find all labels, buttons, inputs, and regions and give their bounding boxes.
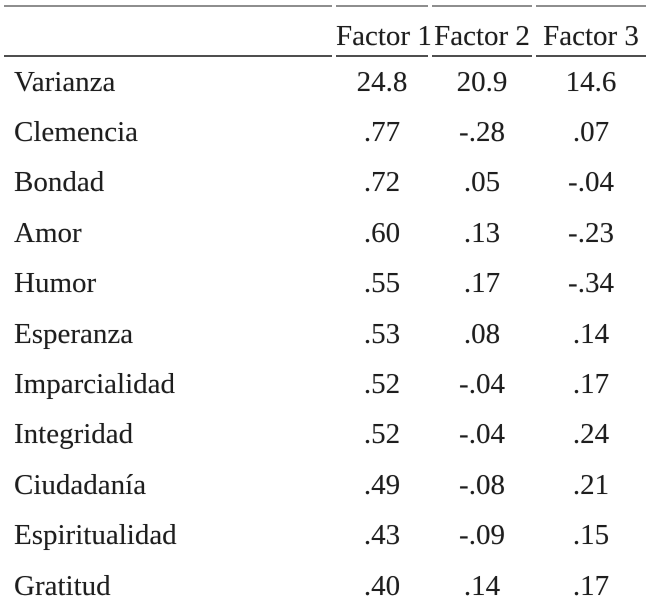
table-row: Gratitud .40 .14 .17 — [4, 561, 646, 611]
table-row: Bondad .72 .05 -.04 — [4, 158, 646, 208]
table-row: Imparcialidad .52 -.04 .17 — [4, 359, 646, 409]
table-row: Amor .60 .13 -.23 — [4, 208, 646, 258]
cell-value: .21 — [572, 468, 610, 501]
cell-value: .52 — [363, 418, 401, 451]
table-row: Varianza 24.8 20.9 14.6 — [4, 57, 646, 107]
cell-value: .17 — [572, 569, 610, 602]
cell-value: .49 — [363, 468, 401, 501]
cell-value: -.23 — [568, 216, 614, 249]
cell-value: .77 — [363, 116, 401, 149]
cell-value: .17 — [463, 267, 501, 300]
table-row: Espiritualidad .43 -.09 .15 — [4, 511, 646, 561]
row-label: Imparcialidad — [14, 368, 176, 401]
row-label: Humor — [14, 267, 97, 300]
cell-value: .05 — [463, 166, 501, 199]
row-label: Integridad — [14, 418, 134, 451]
cell-value: -.04 — [568, 166, 614, 199]
cell-value: .15 — [572, 519, 610, 552]
cell-value: .07 — [572, 116, 610, 149]
header-factor-2: Factor 2 — [432, 5, 532, 57]
cell-value: -.04 — [459, 368, 505, 401]
cell-value: -.04 — [459, 418, 505, 451]
table-row: Clemencia .77 -.28 .07 — [4, 107, 646, 157]
cell-value: .52 — [363, 368, 401, 401]
header-factor-1: Factor 1 — [336, 5, 432, 57]
cell-value: .40 — [363, 569, 401, 602]
table-header-row: Factor 1 Factor 2 Factor 3 — [4, 5, 646, 57]
cell-value: .55 — [363, 267, 401, 300]
cell-value: .08 — [463, 317, 501, 350]
cell-value: .14 — [572, 317, 610, 350]
cell-value: .24 — [572, 418, 610, 451]
cell-value: -.34 — [568, 267, 614, 300]
row-label: Clemencia — [14, 116, 139, 149]
cell-value: .43 — [363, 519, 401, 552]
cell-value: 14.6 — [565, 65, 617, 98]
table-row: Humor .55 .17 -.34 — [4, 259, 646, 309]
row-label: Ciudadanía — [14, 468, 147, 501]
row-label: Esperanza — [14, 317, 134, 350]
row-label: Bondad — [14, 166, 105, 199]
cell-value: .53 — [363, 317, 401, 350]
row-label: Varianza — [14, 65, 116, 98]
cell-value: .17 — [572, 368, 610, 401]
cell-value: 24.8 — [356, 65, 408, 98]
row-label: Gratitud — [14, 569, 111, 602]
table-row: Integridad .52 -.04 .24 — [4, 410, 646, 460]
row-label: Amor — [14, 216, 82, 249]
cell-value: .60 — [363, 216, 401, 249]
cell-value: -.28 — [459, 116, 505, 149]
table-row: Esperanza .53 .08 .14 — [4, 309, 646, 359]
cell-value: .13 — [463, 216, 501, 249]
cell-value: 20.9 — [456, 65, 508, 98]
cell-value: -.08 — [459, 468, 505, 501]
factor-loadings-table: Factor 1 Factor 2 Factor 3 Varianza 24.8… — [0, 5, 650, 611]
cell-value: .72 — [363, 166, 401, 199]
cell-value: .14 — [463, 569, 501, 602]
header-empty-cell — [4, 5, 332, 57]
table-row: Ciudadanía .49 -.08 .21 — [4, 460, 646, 510]
row-label: Espiritualidad — [14, 519, 177, 552]
cell-value: -.09 — [459, 519, 505, 552]
header-factor-3: Factor 3 — [536, 5, 646, 57]
